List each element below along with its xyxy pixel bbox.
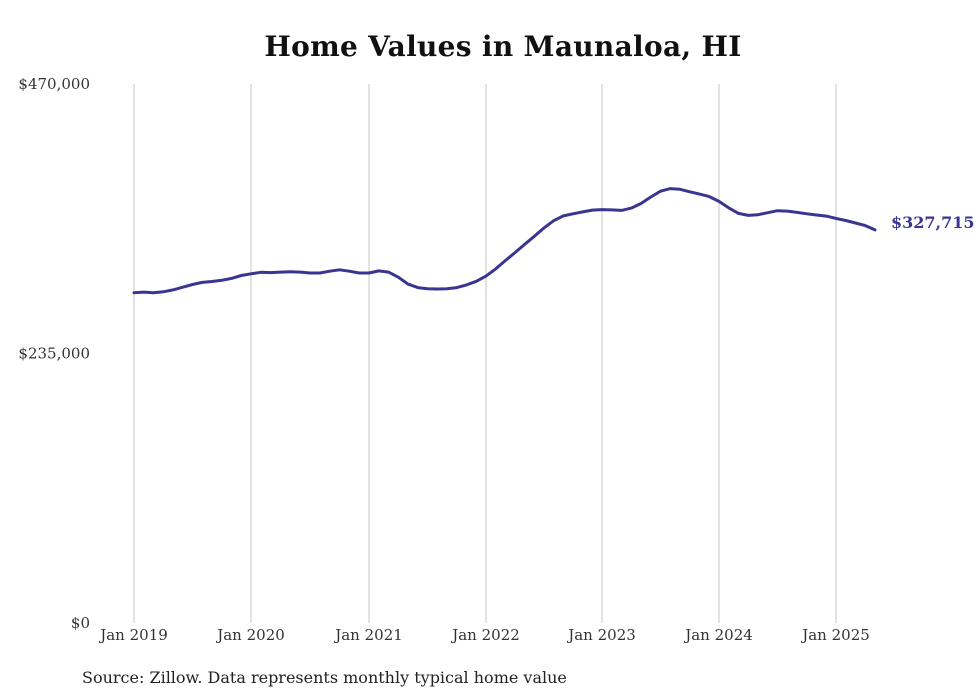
x-tick-label: Jan 2024 [683,626,753,644]
x-tick-label: Jan 2021 [333,626,403,644]
x-tick-label: Jan 2025 [800,626,870,644]
gridlines [133,84,837,623]
line-chart: $0$235,000$470,000 Jan 2019 Jan 2020 Jan 2… [18,75,975,644]
y-tick-label: $470,000 [18,75,90,93]
y-tick-label: $235,000 [18,345,90,363]
y-axis: $0 $235,000 $470,000 [18,75,90,632]
y-tick-label: $0 [71,614,90,632]
x-axis: Jan 2019 Jan 2020 Jan 2021 Jan 2022 Jan 2023… [98,626,870,644]
x-tick-label: Jan 2023 [566,626,636,644]
x-tick-label: Jan 2020 [215,626,285,644]
x-tick-label: Jan 2022 [450,626,520,644]
source-note: Source: Zillow. Data represents monthly … [82,668,567,687]
series-layer: $327,715 [132,187,975,295]
chart-title: Home Values in Maunaloa, HI [264,30,742,63]
x-tick-label: Jan 2019 [98,626,168,644]
series-line [132,187,877,295]
end-value-label: $327,715 [891,213,975,232]
